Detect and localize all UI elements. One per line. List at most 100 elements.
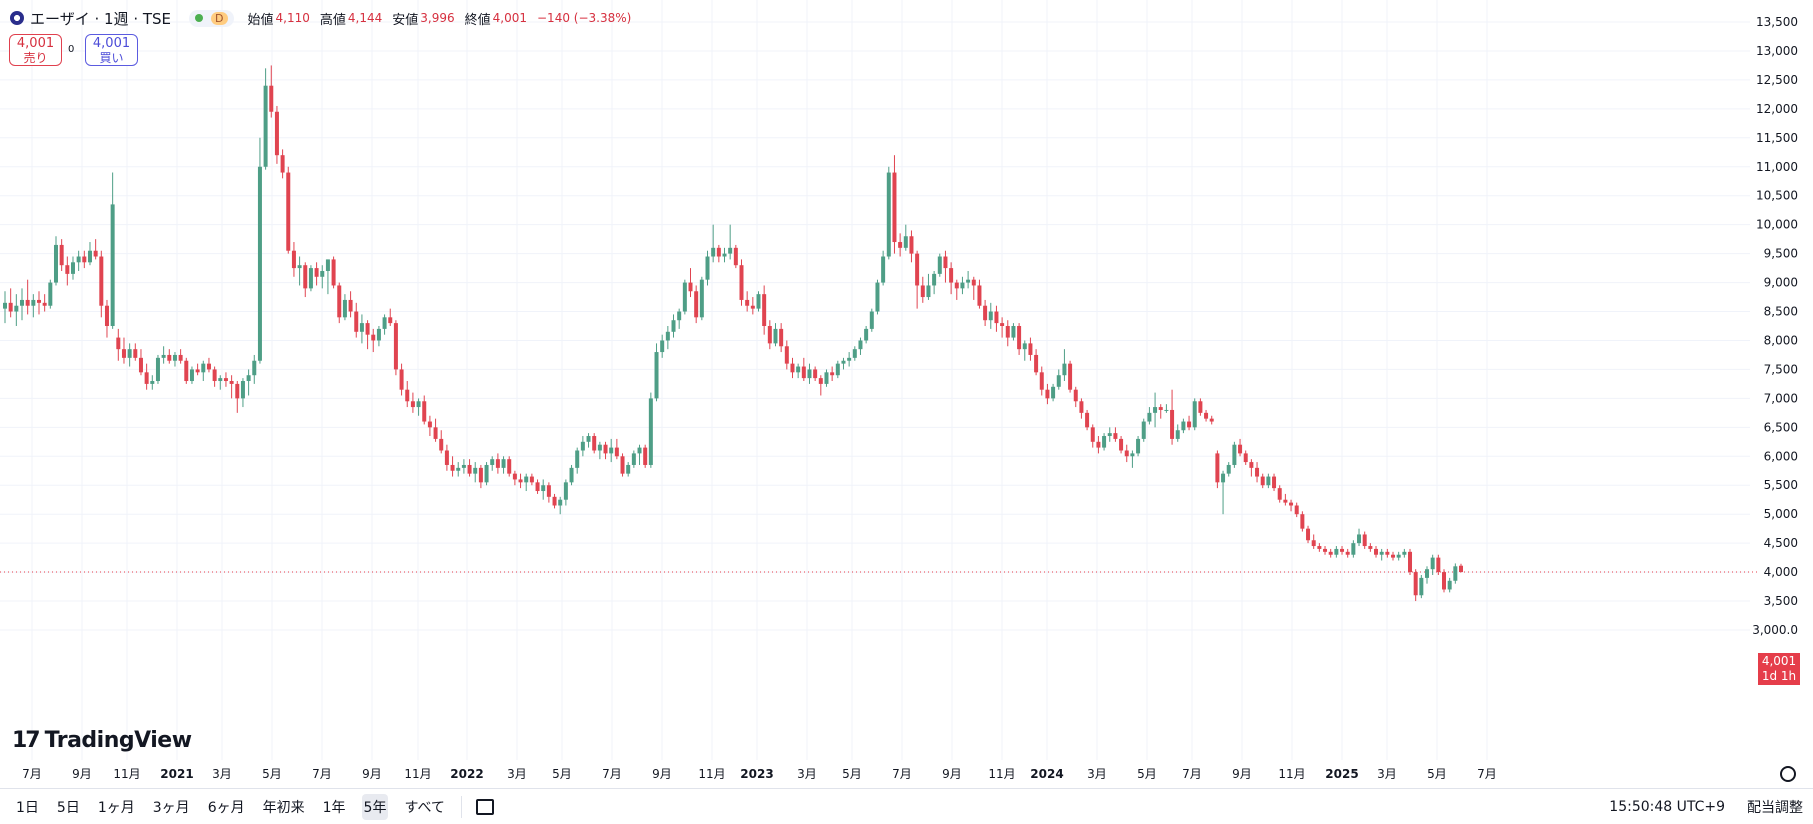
candle [87,242,92,266]
candle-body [1147,412,1152,422]
candle [461,459,466,474]
candle-body [297,265,302,269]
y-tick-label: 9,500 [1764,247,1798,261]
last-price-tag: 4,001 1d 1h [1758,653,1800,685]
range-ytd[interactable]: 年初来 [262,799,305,816]
x-tick-label: 3月 [1087,767,1107,781]
candle [263,68,268,170]
candle [376,326,381,347]
candle [331,256,336,289]
x-tick-label: 2023 [740,767,773,781]
candle [439,430,444,454]
candle-body [1039,372,1044,390]
candle-body [257,166,262,361]
x-tick-label: 5月 [1137,767,1157,781]
candle-body [529,476,534,483]
buy-label: 買い [99,51,124,65]
low-label: 安値 [392,12,419,28]
candle-body [580,441,585,451]
candle-body [784,346,789,364]
candle-body [116,337,121,350]
buy-button[interactable]: 4,001 買い [85,34,138,66]
candle [1289,499,1294,512]
candle [201,360,206,382]
candle-body [1187,421,1192,428]
candle-body [575,450,580,468]
candle-body [1323,548,1328,552]
candle-body [388,317,393,324]
range-5y[interactable]: 5年 [361,793,389,820]
candle [19,288,24,321]
candle-body [1436,557,1441,573]
candle-body [637,447,642,454]
y-tick-label: 9,000 [1764,276,1798,290]
range-all[interactable]: すべて [404,799,445,816]
range-1d[interactable]: 1日 [16,799,39,816]
market-status[interactable]: D [189,9,234,27]
candle-body [1022,343,1027,350]
candle-body [677,311,682,321]
sell-button[interactable]: 4,001 売り [9,34,62,66]
candle-body [756,294,761,309]
dividend-adjust-toggle[interactable]: 配当調整 [1747,799,1803,816]
x-tick-label: 3月 [507,767,527,781]
candle [1028,337,1033,361]
price-chart[interactable]: 7月 9月 11月 2021 3月 5月 7月 9月 11月 2022 3月 5月 7月 9月 11月 202… [0,0,1813,788]
candle [1062,349,1067,382]
candle-body [376,328,381,341]
candle [524,473,529,492]
candle-body [393,323,398,370]
candle-body [767,326,772,344]
range-1y[interactable]: 1年 [322,799,346,816]
candle-body [966,279,971,283]
candle [501,456,506,474]
candle-body [161,354,166,358]
candle [762,285,767,335]
candle [1396,551,1401,561]
settings-icon[interactable] [1780,766,1796,782]
range-6m[interactable]: 6ヶ月 [207,799,245,816]
x-tick-label: 2024 [1030,767,1063,781]
y-tick-label: 8,000 [1764,333,1798,347]
candle [745,291,750,312]
bottom-toolbar: 1日 5日 1ヶ月 3ヶ月 6ヶ月 年初来 1年 5年 すべて 15:50:48… [0,788,1813,824]
candle-body [76,256,81,263]
candle-body [25,299,30,306]
candle-body [1385,551,1390,555]
candle-body [144,372,149,384]
candle [1198,398,1203,416]
candle [1158,404,1163,419]
clock[interactable]: 15:50:48 UTC+9 [1609,798,1725,815]
candle-body [478,467,483,483]
spread-value: 0 [68,44,75,55]
goto-date-calendar-icon[interactable] [475,798,494,815]
candle-body [1232,444,1237,465]
x-tick-label: 7月 [1477,767,1497,781]
range-5d[interactable]: 5日 [56,799,80,816]
range-1m[interactable]: 1ヶ月 [97,799,135,816]
candle-body [1051,386,1056,399]
candle [1328,548,1333,558]
candle [110,172,115,329]
candle [575,447,580,474]
toolbar-divider [460,795,462,818]
candle [1300,511,1305,532]
y-tick-label: 6,000 [1764,449,1798,463]
tradingview-logo[interactable]: 17 TradingView [12,728,192,753]
candle [1459,563,1463,573]
x-tick-label: 2025 [1325,767,1358,781]
candle [654,343,659,402]
sell-label: 売り [23,51,48,65]
candle [943,250,948,283]
candle-body [133,349,138,358]
y-tick-label: 5,500 [1764,478,1798,492]
candle [546,482,551,503]
candle-body [943,256,948,269]
candle [1323,546,1328,555]
range-3m[interactable]: 3ヶ月 [152,799,190,816]
candle [365,320,370,350]
candle [688,268,693,298]
candle-body [1221,473,1226,483]
symbol-title[interactable]: エーザイ · 1週 · TSE [30,9,172,28]
candle [257,137,262,364]
